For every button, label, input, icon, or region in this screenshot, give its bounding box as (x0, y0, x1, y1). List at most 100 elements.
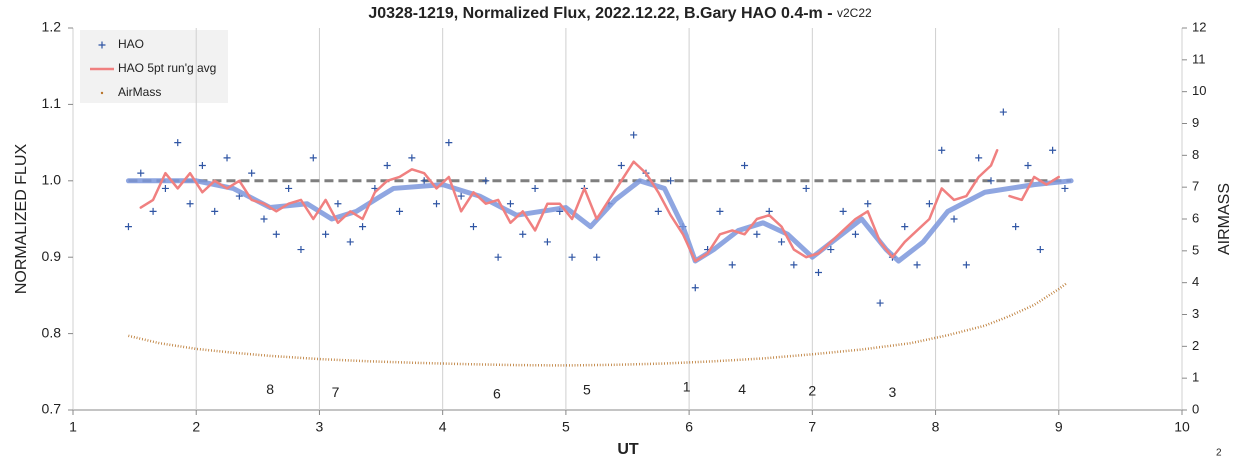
point (531, 184, 539, 192)
point (198, 162, 206, 170)
point (1024, 162, 1032, 170)
x-axis-label: UT (617, 441, 639, 458)
point (223, 154, 231, 162)
point (691, 284, 699, 292)
y2-tick-label: 7 (1192, 179, 1199, 194)
y2-tick-label: 1 (1192, 370, 1199, 385)
x-tick-label: 10 (1174, 419, 1190, 435)
point (1061, 184, 1069, 192)
y-tick-label: 0.8 (42, 324, 62, 340)
y2-tick-label: 10 (1192, 83, 1206, 98)
point (987, 177, 995, 185)
point (950, 215, 958, 223)
point (864, 200, 872, 208)
point (211, 207, 219, 215)
point (285, 184, 293, 192)
point (174, 139, 182, 147)
y-tick-label: 1.2 (42, 19, 62, 35)
point (753, 230, 761, 238)
point (975, 154, 983, 162)
x-tick-label: 1 (69, 419, 77, 435)
point (309, 154, 317, 162)
point (383, 162, 391, 170)
point (814, 268, 822, 276)
y-tick-label: 0.9 (42, 248, 62, 264)
x-tick-label: 5 (562, 419, 570, 435)
point (962, 261, 970, 269)
series-line (1008, 175, 1061, 202)
point (482, 177, 490, 185)
point (654, 207, 662, 215)
point (420, 177, 428, 185)
point (186, 200, 194, 208)
point (506, 200, 514, 208)
point (741, 162, 749, 170)
point (272, 230, 280, 238)
y2-tick-label: 8 (1192, 147, 1199, 162)
title-text: J0328-1219, Normalized Flux, 2022.12.22,… (368, 5, 837, 22)
point (728, 261, 736, 269)
y2-axis-label: AIRMASS (1216, 183, 1233, 255)
x-tick-label: 9 (1055, 419, 1063, 435)
version: v2C22 (837, 6, 872, 20)
y-axis-label: NORMALIZED FLUX (13, 144, 30, 295)
x-tick-label: 8 (932, 419, 940, 435)
annotation: 8 (266, 381, 274, 397)
point (359, 223, 367, 231)
point (519, 230, 527, 238)
annotation: 6 (493, 385, 501, 401)
series-line (128, 281, 1069, 367)
point (1036, 246, 1044, 254)
annotation: 3 (889, 384, 897, 400)
point (1012, 223, 1020, 231)
point (667, 177, 675, 185)
point (778, 238, 786, 246)
point (851, 230, 859, 238)
y-tick-label: 1.1 (42, 95, 62, 111)
point (716, 207, 724, 215)
page-number: 2 (1216, 448, 1222, 459)
x-tick-label: 4 (439, 419, 447, 435)
point (999, 108, 1007, 116)
point (839, 207, 847, 215)
legend-box (80, 30, 228, 103)
y2-tick-label: 0 (1192, 401, 1199, 416)
point (827, 246, 835, 254)
point (248, 169, 256, 177)
point (494, 253, 502, 261)
point (396, 207, 404, 215)
point (901, 223, 909, 231)
series-line (139, 148, 999, 263)
y2-tick-label: 12 (1192, 19, 1206, 34)
point (137, 169, 145, 177)
point (334, 200, 342, 208)
y2-tick-label: 6 (1192, 210, 1199, 225)
x-tick-label: 6 (685, 419, 693, 435)
x-tick-label: 3 (316, 419, 324, 435)
point (149, 207, 157, 215)
point (765, 207, 773, 215)
legend-label: HAO 5pt run'g avg (118, 61, 216, 75)
point (876, 299, 884, 307)
point (790, 261, 798, 269)
legend-symbol (98, 41, 106, 49)
point (346, 238, 354, 246)
point (124, 223, 132, 231)
point (161, 184, 169, 192)
y2-tick-label: 9 (1192, 115, 1199, 130)
y2-tick-label: 3 (1192, 306, 1199, 321)
point (322, 230, 330, 238)
legend-label: HAO (118, 37, 144, 51)
point (433, 200, 441, 208)
y2-tick-label: 2 (1192, 338, 1199, 353)
point (469, 223, 477, 231)
legend-symbol (100, 91, 104, 95)
point (617, 162, 625, 170)
point (802, 184, 810, 192)
point (938, 146, 946, 154)
x-tick-label: 7 (808, 419, 816, 435)
point (925, 200, 933, 208)
y-tick-label: 1.0 (42, 172, 62, 188)
point (913, 261, 921, 269)
